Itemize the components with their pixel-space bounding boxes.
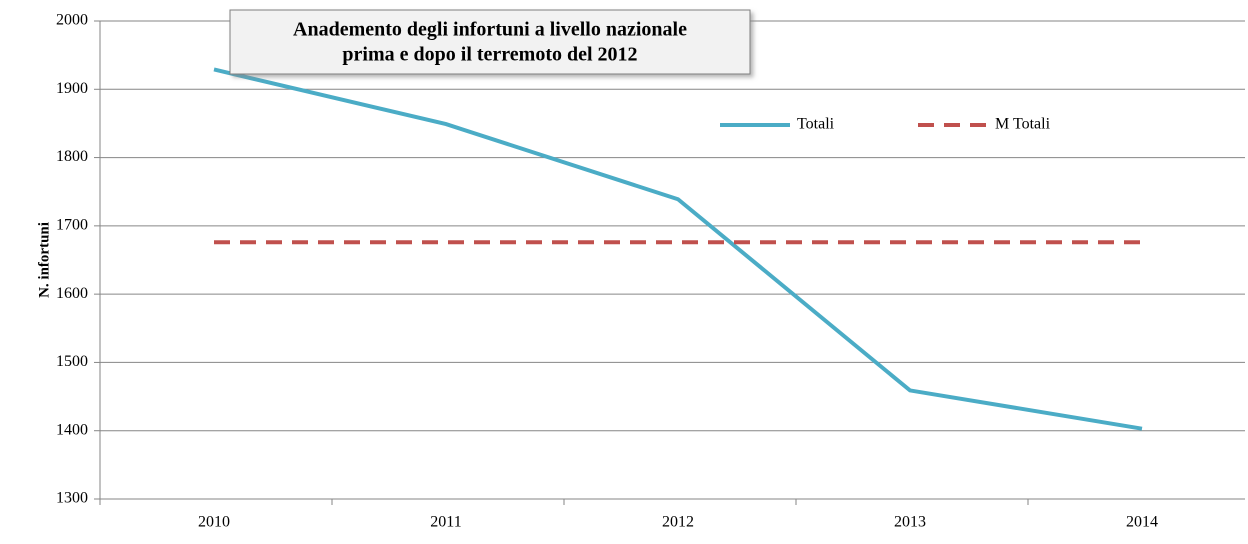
legend: Totali M Totali	[720, 116, 1051, 133]
y-tick-label: 1800	[56, 148, 88, 165]
y-tick-label: 1400	[56, 421, 88, 438]
y-tick-label: 1500	[56, 353, 88, 370]
x-tick-label: 2014	[1126, 514, 1158, 531]
chart-title: prima e dopo il terremoto del 2012	[342, 44, 637, 66]
y-tick-label: 1900	[56, 80, 88, 97]
series-line	[213, 67, 1143, 431]
x-tick-label: 2011	[430, 514, 461, 531]
legend-label: M Totali	[995, 116, 1051, 133]
plot-area: 1300 1400 1500 1600 1700 1800 1900 2000 2010 2011…	[56, 12, 1245, 531]
y-tick-label: 1700	[56, 217, 88, 234]
title-box	[229, 9, 751, 75]
x-tick-label: 2013	[894, 514, 926, 531]
legend-label: Totali	[797, 116, 835, 133]
y-tick-label: 1300	[56, 490, 88, 507]
chart-title: Anademento degli infortuni a livello naz…	[293, 19, 687, 41]
y-tick-label: 2000	[56, 12, 88, 29]
y-tick-label: 1600	[56, 285, 88, 302]
x-tick-label: 2012	[662, 514, 694, 531]
x-tick-label: 2010	[198, 514, 230, 531]
y-axis-label: N. infortuni	[36, 222, 52, 298]
